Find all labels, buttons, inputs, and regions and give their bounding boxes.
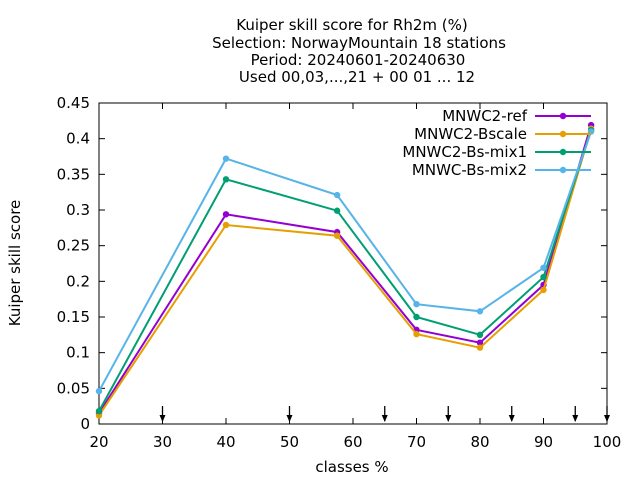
threshold-arrow	[604, 406, 610, 422]
series-3	[95, 128, 595, 395]
plot-frame	[98, 102, 608, 425]
x-tick-label: 50	[280, 433, 299, 451]
x-tick-label: 30	[153, 433, 172, 451]
threshold-arrow	[445, 406, 452, 422]
plot-area: 0 0.05 0.1 0.15 0.2 0.25 0.3 0.35 0.4 0.45 20 30 40 5…	[57, 94, 622, 451]
x-tick-label: 80	[470, 433, 489, 451]
data-point	[413, 313, 420, 321]
data-point	[222, 155, 230, 162]
legend-label: MNWC2-ref	[442, 107, 527, 125]
y-tick-label: 0.2	[66, 272, 90, 290]
data-point	[476, 344, 484, 351]
data-point	[222, 221, 230, 229]
title-line-1: Kuiper skill score for Rh2m (%)	[236, 16, 468, 34]
legend-label: MNWC2-Bscale	[414, 125, 527, 143]
y-tick-label: 0.35	[57, 165, 90, 183]
data-point	[540, 264, 547, 271]
data-point	[222, 211, 230, 218]
title-line-4: Used 00,03,...,21 + 00 01 ... 12	[239, 68, 475, 86]
legend-label: MNWC2-Bs-mix1	[402, 143, 527, 161]
x-tick-label: 60	[343, 433, 362, 451]
legend-marker	[559, 166, 567, 174]
title-line-3: Period: 20240601-20240630	[251, 51, 466, 69]
data-point	[333, 207, 341, 214]
y-tick-label: 0.05	[57, 379, 90, 397]
y-tick-label: 0.25	[57, 237, 90, 255]
y-tick-label: 0.15	[57, 308, 90, 326]
data-point	[413, 300, 420, 308]
y-tick-label: 0	[80, 415, 90, 433]
chart-title: Kuiper skill score for Rh2m (%) Selectio…	[212, 16, 506, 86]
legend-marker	[559, 112, 567, 120]
x-tick-label: 70	[407, 433, 426, 451]
data-point	[333, 232, 341, 239]
data-point	[476, 308, 484, 315]
x-tick-label: 90	[534, 433, 553, 451]
data-point	[540, 286, 547, 294]
x-tick-label: 20	[89, 433, 108, 451]
y-tick-label: 0.3	[66, 201, 90, 219]
x-tick-label: 100	[593, 433, 622, 451]
y-tick-label: 0.45	[57, 94, 90, 112]
y-tick-label: 0.1	[66, 344, 90, 362]
title-line-2: Selection: NorwayMountain 18 stations	[212, 34, 506, 52]
data-point	[540, 273, 547, 281]
y-tick-label: 0.4	[66, 130, 90, 148]
x-axis-label: classes %	[315, 458, 388, 476]
threshold-arrow	[381, 406, 388, 422]
data-point	[333, 191, 341, 199]
threshold-arrow	[508, 406, 515, 422]
y-axis-label: Kuiper skill score	[6, 200, 24, 327]
data-point	[476, 339, 484, 346]
threshold-arrow	[159, 406, 166, 422]
data-point	[222, 176, 230, 183]
legend-label: MNWC-Bs-mix2	[412, 161, 527, 179]
legend: MNWC2-refMNWC2-BscaleMNWC2-Bs-mix1MNWC-B…	[402, 107, 591, 179]
x-tick-label: 40	[216, 433, 235, 451]
legend-marker	[559, 148, 567, 156]
data-point	[95, 407, 103, 415]
data-point	[413, 330, 420, 338]
data-point	[95, 387, 103, 395]
threshold-arrow	[572, 406, 579, 422]
threshold-arrow	[286, 406, 293, 422]
legend-marker	[559, 130, 567, 138]
data-point	[476, 331, 484, 339]
